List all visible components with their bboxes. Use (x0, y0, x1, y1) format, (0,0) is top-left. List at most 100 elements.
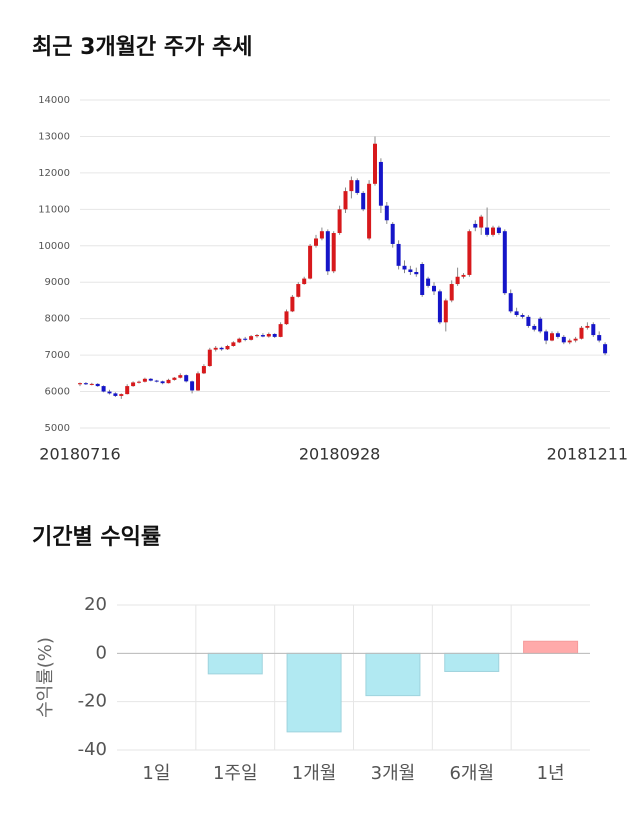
candle-body (178, 375, 183, 378)
candle-body (337, 209, 342, 234)
bar (286, 652, 342, 733)
candle-body (603, 344, 608, 354)
y-tick-label: 20 (84, 594, 107, 615)
candle-body (443, 300, 448, 323)
candle-body (585, 325, 590, 328)
x-tick-label: 1년 (537, 763, 565, 784)
bar (365, 652, 421, 697)
x-tick-label: 1주일 (213, 763, 258, 784)
candle-body (201, 366, 206, 374)
candle-body (325, 231, 330, 272)
candle-body (479, 216, 484, 228)
candle-body (361, 192, 366, 210)
candle-body (461, 274, 466, 277)
candle-body (502, 231, 507, 294)
candle-body (172, 377, 177, 380)
y-tick-label: 7000 (45, 350, 70, 361)
y-tick-label: 13000 (38, 131, 70, 142)
candle-body (597, 335, 602, 341)
y-tick-label: 8000 (45, 314, 70, 325)
candle-body (561, 336, 566, 343)
candle-body (190, 381, 195, 391)
chart-title: 최근 3개월간 주가 추세 (32, 35, 252, 60)
candle-body (95, 383, 100, 387)
candle-body (131, 382, 136, 387)
candle-body (355, 180, 360, 193)
candle-body (473, 223, 478, 228)
candle-body (555, 333, 560, 337)
x-tick-label: 3개월 (371, 763, 416, 784)
candle-body (166, 379, 171, 384)
candle-body (467, 231, 472, 275)
candle-body (142, 378, 147, 382)
candle-body (119, 394, 124, 396)
candle-body (319, 231, 324, 239)
y-tick-label: 6000 (45, 387, 70, 398)
candle-body (89, 383, 94, 385)
x-tick-label: 1일 (142, 763, 170, 784)
candle-body (219, 347, 224, 350)
candle-body (160, 381, 165, 384)
candle-body (213, 347, 218, 350)
y-tick-label: 5000 (45, 423, 70, 434)
candle-body (402, 265, 407, 270)
candle-body (343, 191, 348, 210)
candle-body (231, 342, 236, 346)
candle-body (308, 245, 313, 279)
candle-body (78, 383, 82, 385)
candle-body (225, 346, 230, 350)
candle-body (249, 336, 254, 340)
x-tick-label: 20180716 (39, 445, 120, 464)
candle-body (237, 338, 242, 343)
chart-title: 기간별 수익률 (32, 525, 161, 550)
x-tick-label: 6개월 (449, 763, 494, 784)
candle-body (290, 296, 295, 312)
bar (523, 640, 579, 654)
candle-body (184, 375, 189, 382)
candle-body (331, 233, 336, 272)
candle-body (432, 285, 436, 292)
candle-body (496, 227, 501, 234)
candle-body (455, 276, 460, 285)
candle-body (520, 315, 525, 317)
y-axis-label: 수익률(%) (35, 637, 56, 718)
candle-body (532, 325, 537, 330)
candle-body (349, 180, 354, 192)
candle-body (485, 227, 490, 235)
candle-body (125, 386, 130, 395)
y-tick-label: 9000 (45, 277, 70, 288)
candle-body (314, 238, 318, 246)
candle-body (390, 223, 395, 244)
y-tick-label: 10000 (38, 241, 70, 252)
x-tick-label: 20181211 (547, 445, 628, 464)
candle-body (373, 143, 377, 184)
candle-body (107, 391, 112, 394)
y-tick-label: 12000 (38, 168, 70, 179)
bar (207, 652, 263, 675)
candle-body (414, 272, 419, 275)
candle-body (154, 380, 159, 382)
candle-body (437, 291, 442, 323)
candle-body (83, 383, 88, 385)
candle-body (137, 381, 141, 383)
x-tick-label: 1개월 (292, 763, 337, 784)
candle-body (260, 335, 265, 337)
candle-body (449, 284, 454, 301)
y-tick-label: 14000 (38, 95, 70, 106)
y-tick-label: 11000 (38, 204, 70, 215)
candle-body (491, 227, 495, 235)
candle-body (538, 318, 543, 332)
candle-body (591, 324, 596, 336)
candle-body (255, 335, 259, 337)
candle-body (148, 378, 153, 381)
candle-body (426, 278, 431, 286)
candle-body (396, 243, 401, 266)
candle-body (420, 264, 425, 295)
candle-body (243, 338, 248, 340)
candle-body (272, 333, 277, 337)
candle-body (196, 373, 200, 391)
candle-body (367, 183, 372, 239)
candle-body (266, 333, 271, 337)
candle-body (284, 311, 289, 325)
